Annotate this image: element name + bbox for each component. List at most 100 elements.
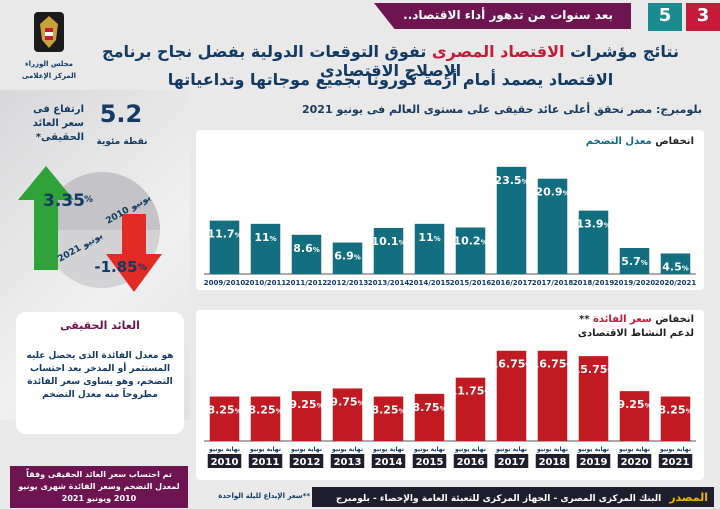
period-label: نهاية يونيو	[577, 446, 609, 453]
category-label: 2016/2017	[491, 279, 533, 287]
category-tag	[494, 454, 529, 468]
category-label: 2010	[211, 457, 239, 468]
page-number-left: 5	[648, 3, 682, 31]
category-tag	[535, 454, 570, 468]
bar	[660, 396, 691, 441]
bar	[250, 396, 281, 441]
interest-chart-title: انخفاض سعر الفائدة **	[579, 314, 694, 325]
stat-label: ارتفاع فى سعر العائد الحقيقى*	[32, 104, 84, 143]
category-tag	[207, 454, 242, 468]
stat-unit: نقطة مئوية	[96, 137, 148, 147]
category-tag	[289, 454, 324, 468]
bar-value-label: 20.9%	[535, 186, 569, 199]
period-label: نهاية يونيو	[249, 446, 281, 453]
bar-value-label: 11%	[254, 231, 276, 244]
period-label: نهاية يونيو	[454, 446, 486, 453]
bar-value-label: 5.7%	[621, 255, 648, 268]
down-arrow	[106, 214, 162, 292]
bar-value-label: 23.5%	[494, 174, 528, 187]
definition-text: هو معدل الفائدة الذى يحصل عليه المستثمر …	[26, 351, 174, 400]
source-text: البنك المركزى المصرى - الجهاز المركزى لل…	[335, 494, 662, 504]
category-label: 2013	[334, 457, 362, 468]
bar	[660, 253, 691, 274]
page-title-line2: الاقتصاد يصمد أمام أزمة كورونا بجميع موج…	[167, 70, 614, 89]
period-label: نهاية يونيو	[413, 446, 445, 453]
definition-box: العائد الحقيقى هو معدل الفائدة الذى يحصل…	[16, 312, 184, 434]
category-label: 2013/2014	[368, 279, 410, 287]
up-arrow	[18, 166, 74, 270]
bar-value-label: 11%	[418, 231, 440, 244]
inflation-panel: انخفاض معدل التضخم 11.7% 2009/2010 11% 2010…	[196, 130, 704, 290]
period-label: نهاية يونيو	[536, 446, 568, 453]
bar	[209, 220, 240, 274]
bar-value-label: 9.25%	[617, 398, 651, 411]
source-bar: المصدر البنك المركزى المصرى - الجهاز المر…	[312, 487, 714, 507]
period-label: نهاية يونيو	[659, 446, 691, 453]
bar	[291, 234, 322, 274]
bar-value-label: 11.7%	[207, 228, 241, 241]
category-label: 2012/2013	[327, 279, 369, 287]
period-label: نهاية يونيو	[208, 446, 240, 453]
category-label: 2012	[293, 457, 321, 468]
category-label: 2016	[457, 457, 485, 468]
bar-value-label: 4.5%	[662, 260, 689, 273]
category-label: 2020	[621, 457, 649, 468]
footnote: **سعر الإيداع لليلة الواحدة	[218, 492, 310, 500]
bar-value-label: 8.25%	[248, 404, 282, 417]
category-label: 2018/2019	[573, 279, 615, 287]
up-value: 3.35	[43, 191, 85, 211]
bar	[496, 166, 527, 274]
bar-value-label: 8.25%	[371, 404, 405, 417]
category-tag	[371, 454, 406, 468]
bar-value-label: 8.6%	[293, 242, 320, 255]
bar	[578, 356, 609, 441]
stat-value: 5.2	[99, 100, 143, 128]
bar	[414, 223, 445, 274]
page-title: نتائج مؤشرات الاقتصاد المصرى تفوق التوقع…	[102, 42, 679, 80]
bar	[619, 391, 650, 441]
period-label: نهاية يونيو	[618, 446, 650, 453]
category-tag	[412, 454, 447, 468]
interest-panel: انخفاض سعر الفائدة ** لدعم النشاط الاقتص…	[196, 310, 704, 480]
category-tag	[576, 454, 611, 468]
category-tag	[330, 454, 365, 468]
definition-title: العائد الحقيقى	[60, 319, 140, 332]
category-label: 2014	[375, 457, 403, 468]
bar	[455, 227, 486, 274]
category-tag	[248, 454, 283, 468]
page-number-right: 3	[686, 3, 720, 31]
bar-value-label: 8.75%	[412, 401, 446, 414]
bar	[578, 210, 609, 274]
period-label: نهاية يونيو	[372, 446, 404, 453]
inflation-chart-title: انخفاض معدل التضخم	[585, 136, 694, 147]
bar	[209, 396, 240, 441]
down-value: -1.85	[94, 258, 137, 276]
logo-line1: مجلس الوزراء	[25, 60, 73, 68]
category-label: 2015	[416, 457, 444, 468]
bar-value-label: 16.75%	[491, 358, 533, 371]
bar-value-label: 8.25%	[658, 404, 692, 417]
bar-value-label: 9.75%	[330, 395, 364, 408]
category-label: 2009/2010	[204, 279, 246, 287]
bar-value-label: 9.25%	[289, 398, 323, 411]
bar	[496, 350, 527, 441]
interest-chart: 8.25% نهاية يونيو 2010 8.25% نهاية يونيو 2011…	[204, 350, 696, 468]
category-label: 2015/2016	[450, 279, 492, 287]
bar	[332, 242, 363, 274]
category-label: 2011/2012	[286, 279, 328, 287]
bar	[373, 227, 404, 274]
real-return-graphic: 3.35 % يونيو 2021 -1.85 % يونيو 2010	[18, 166, 162, 292]
category-label: 2021	[662, 457, 690, 468]
category-tag	[617, 454, 652, 468]
category-label: 2010/2011	[245, 279, 287, 287]
bar-value-label: 16.75%	[532, 358, 574, 371]
category-label: 2017	[498, 457, 526, 468]
bar-value-label: 10.2%	[453, 234, 487, 247]
category-label: 2019	[580, 457, 608, 468]
bar-value-label: 15.75%	[573, 363, 615, 376]
category-label: 2019/2020	[614, 279, 656, 287]
bar	[332, 388, 363, 441]
bar	[537, 178, 568, 274]
category-tag	[453, 454, 488, 468]
period-label: نهاية يونيو	[495, 446, 527, 453]
